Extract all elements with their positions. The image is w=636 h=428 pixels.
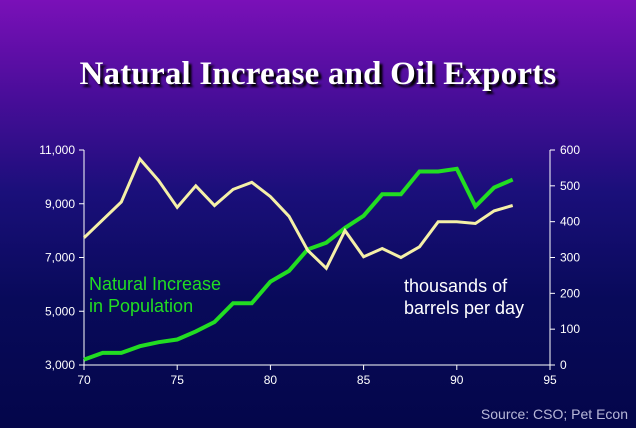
x-tick-label: 80 — [264, 373, 278, 387]
y-left-tick-label: 3,000 — [45, 358, 75, 372]
x-tick-label: 75 — [171, 373, 185, 387]
oil-series-label: thousands of — [404, 276, 508, 296]
chart-title: Natural Increase and Oil Exports — [79, 56, 557, 92]
y-left-tick-label: 7,000 — [45, 251, 75, 265]
x-tick-label: 95 — [543, 373, 557, 387]
x-tick-label: 90 — [450, 373, 464, 387]
y-left-tick-label: 11,000 — [39, 143, 75, 157]
y-right-tick-label: 400 — [560, 215, 580, 229]
x-tick-label: 70 — [77, 373, 91, 387]
y-right-tick-label: 500 — [560, 179, 580, 193]
population-series-label: in Population — [89, 296, 193, 316]
y-right-tick-label: 0 — [560, 358, 567, 372]
y-right-tick-label: 100 — [560, 322, 580, 336]
y-left-tick-label: 5,000 — [45, 304, 75, 318]
y-left-tick-label: 9,000 — [45, 197, 75, 211]
axes: 70 75 80 85 90 95 3,000 5,000 7,000 9,000 11,000 0 1… — [39, 143, 580, 387]
oil-series-label: barrels per day — [404, 298, 524, 318]
y-right-tick-label: 600 — [560, 143, 580, 157]
source-note: Source: CSO; Pet Econ — [480, 406, 628, 422]
oil-series-line — [82, 156, 514, 271]
population-series-line — [83, 166, 514, 362]
population-series-label: Natural Increase — [89, 274, 221, 294]
x-tick-label: 85 — [357, 373, 371, 387]
y-right-tick-label: 200 — [560, 286, 580, 300]
series-lines — [82, 156, 514, 362]
y-right-tick-label: 300 — [560, 251, 580, 265]
